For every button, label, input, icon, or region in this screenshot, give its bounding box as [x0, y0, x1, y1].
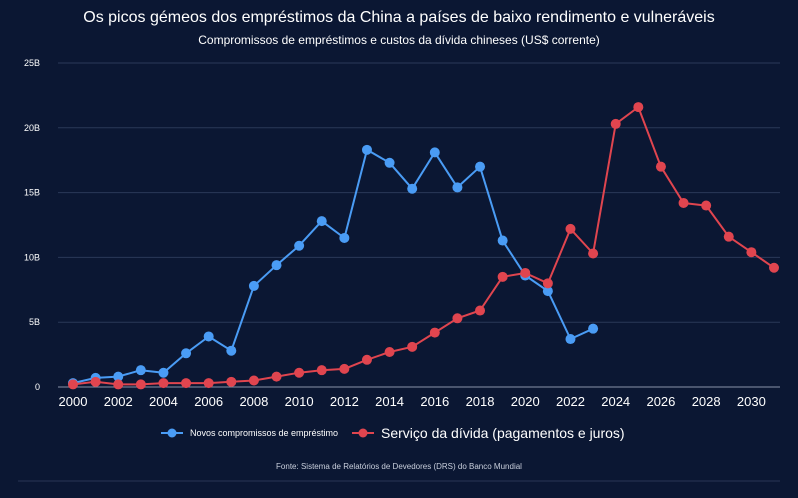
data-point-0-2015 [407, 183, 418, 194]
legend-label-loans: Novos compromissos de empréstimo [190, 428, 338, 438]
data-point-1-2004 [158, 378, 169, 389]
y-tick-label: 10B [24, 252, 40, 262]
data-point-0-2017 [452, 182, 463, 193]
data-point-1-2024 [610, 118, 621, 129]
data-point-1-2016 [429, 327, 440, 338]
chart-title: Os picos gémeos dos empréstimos da China… [83, 9, 714, 26]
y-tick-label: 25B [24, 58, 40, 68]
data-point-1-2012 [339, 363, 350, 374]
data-point-1-2015 [407, 341, 418, 352]
x-tick-label: 2028 [692, 394, 721, 409]
data-point-0-2008 [248, 280, 259, 291]
x-tick-label: 2030 [737, 394, 766, 409]
legend: Novos compromissos de empréstimo Serviço… [161, 425, 625, 441]
data-point-1-2020 [520, 267, 531, 278]
x-tick-label: 2026 [646, 394, 675, 409]
x-tick-label: 2024 [601, 394, 630, 409]
y-tick-label: 20B [24, 123, 40, 133]
data-point-0-2021 [542, 286, 553, 297]
x-tick-label: 2006 [194, 394, 223, 409]
data-point-1-2025 [633, 102, 644, 113]
data-point-1-2010 [294, 367, 305, 378]
data-point-0-2004 [158, 367, 169, 378]
data-point-1-2014 [384, 347, 395, 358]
data-point-1-2001 [90, 376, 101, 387]
data-point-0-2009 [271, 260, 282, 271]
data-point-1-2029 [723, 231, 734, 242]
x-tick-label: 2000 [59, 394, 88, 409]
data-point-0-2019 [497, 235, 508, 246]
series-line-1 [72, 106, 775, 386]
data-point-1-2022 [565, 223, 576, 234]
series-line-0 [72, 148, 594, 385]
data-point-1-2013 [361, 354, 372, 365]
data-point-0-2010 [294, 240, 305, 251]
data-point-1-2008 [248, 375, 259, 386]
legend-label-debt-service: Serviço da dívida (pagamentos e juros) [381, 425, 625, 441]
x-tick-label: 2004 [149, 394, 178, 409]
y-tick-label: 15B [24, 188, 40, 198]
data-point-1-2021 [542, 278, 553, 289]
series-layer [68, 102, 779, 390]
y-axis-tick-labels: 0 5B 10B 15B 20B 25B [24, 58, 40, 392]
x-tick-label: 2012 [330, 394, 359, 409]
x-tick-label: 2008 [239, 394, 268, 409]
data-point-1-2019 [497, 271, 508, 282]
source-note: Fonte: Sistema de Relatórios de Devedore… [276, 462, 522, 471]
x-tick-label: 2016 [420, 394, 449, 409]
data-point-1-2017 [452, 313, 463, 324]
x-tick-label: 2002 [104, 394, 133, 409]
data-point-1-2005 [181, 378, 192, 389]
data-point-0-2007 [226, 345, 237, 356]
data-point-0-2016 [429, 147, 440, 158]
data-point-1-2026 [655, 161, 666, 172]
x-tick-label: 2020 [511, 394, 540, 409]
legend-marker-red [358, 428, 368, 438]
series-1 [68, 102, 779, 390]
data-point-0-2023 [588, 323, 599, 334]
x-tick-label: 2018 [466, 394, 495, 409]
gridlines [58, 62, 780, 323]
data-point-1-2006 [203, 378, 214, 389]
data-point-1-2007 [226, 376, 237, 387]
x-axis-tick-labels: 2000 2002 2004 2006 2008 2010 2012 2014 2016 2018… [59, 394, 766, 409]
data-point-1-2030 [746, 247, 757, 258]
series-0 [68, 144, 599, 389]
data-point-0-2014 [384, 157, 395, 168]
data-point-0-2013 [361, 144, 372, 155]
legend-marker-blue [167, 428, 177, 438]
data-point-1-2031 [769, 262, 779, 273]
data-point-1-2000 [68, 379, 78, 390]
data-point-0-2018 [475, 161, 486, 172]
data-point-0-2012 [339, 232, 350, 243]
data-point-1-2009 [271, 371, 282, 382]
data-point-1-2002 [113, 379, 124, 390]
chart-subtitle: Compromissos de empréstimos e custos da … [198, 33, 600, 47]
data-point-0-2022 [565, 334, 576, 345]
data-point-0-2003 [135, 365, 146, 376]
data-point-1-2028 [701, 200, 712, 211]
data-point-0-2006 [203, 331, 214, 342]
data-point-1-2023 [588, 248, 599, 259]
y-tick-label: 5B [29, 317, 40, 327]
data-point-0-2005 [181, 348, 192, 359]
data-point-1-2027 [678, 197, 689, 208]
data-point-0-2002 [113, 371, 124, 382]
data-point-1-2003 [135, 379, 146, 390]
y-tick-label: 0 [35, 382, 40, 392]
x-tick-label: 2022 [556, 394, 585, 409]
data-point-1-2011 [316, 365, 327, 376]
x-tick-label: 2014 [375, 394, 404, 409]
data-point-0-2011 [316, 216, 327, 227]
data-point-1-2018 [475, 305, 486, 316]
x-tick-label: 2010 [285, 394, 314, 409]
